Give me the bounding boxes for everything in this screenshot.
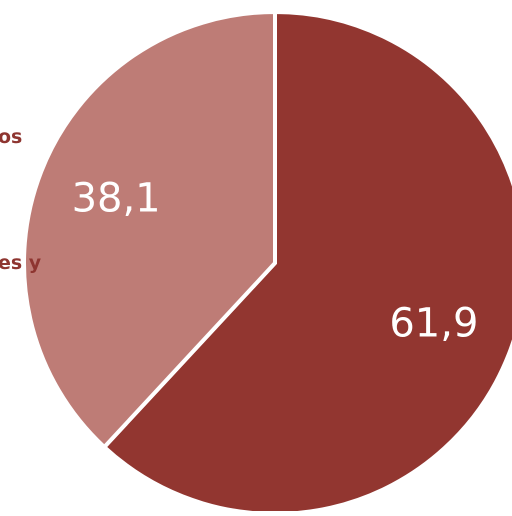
pie-data-label-2: 38,1 (72, 176, 161, 222)
legend-text: os es y (0, 32, 41, 326)
pie-slice-1 (101, 9, 512, 516)
legend-line-1: os (0, 126, 23, 148)
pie-slice-2 (22, 9, 277, 450)
pie-data-label-1: 61,9 (389, 300, 478, 346)
legend-line-2: es y (0, 252, 42, 274)
